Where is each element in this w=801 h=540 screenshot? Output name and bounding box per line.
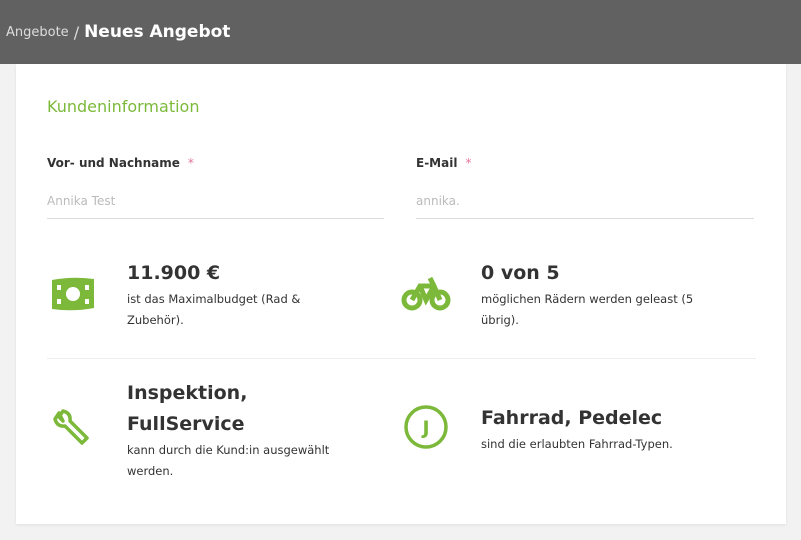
required-marker: *	[187, 156, 194, 170]
page-title: Neues Angebot	[84, 22, 231, 42]
required-marker: *	[465, 156, 472, 170]
bike-types-description: sind die erlaubten Fahrrad-Typen.	[481, 437, 673, 451]
services-value: Inspektion, FullService	[127, 382, 248, 435]
email-label-text: E-Mail	[416, 156, 458, 170]
email-input[interactable]	[416, 194, 754, 219]
divider	[47, 358, 756, 359]
bikes-value: 0 von 5	[481, 262, 560, 284]
bicycle-icon	[400, 274, 452, 312]
budget-value: 11.900 €	[127, 262, 221, 284]
name-label-text: Vor- und Nachname	[47, 156, 180, 170]
customer-info-card: Kundeninformation Vor- und Nachname * E-M…	[16, 64, 786, 524]
section-title: Kundeninformation	[47, 97, 200, 116]
wrench-icon	[53, 409, 91, 447]
breadcrumb-separator: /	[73, 22, 80, 42]
email-label: E-Mail *	[416, 156, 471, 170]
money-icon	[50, 276, 96, 312]
circle-j-icon: J	[403, 404, 449, 450]
budget-description: ist das Maximalbudget (Rad & Zubehör).	[127, 292, 301, 327]
name-input[interactable]	[47, 194, 384, 219]
breadcrumb-angebote[interactable]: Angebote	[6, 24, 69, 40]
svg-text:J: J	[420, 417, 429, 439]
services-info: Inspektion, FullService kann durch die K…	[127, 378, 357, 482]
bikes-description: möglichen Rädern werden geleast (5 übrig…	[481, 292, 694, 327]
services-description: kann durch die Kund:in ausgewählt werden…	[127, 443, 330, 478]
top-bar: Angebote / Neues Angebot	[0, 0, 801, 64]
budget-info: 11.900 € ist das Maximalbudget (Rad & Zu…	[127, 258, 337, 331]
bikes-info: 0 von 5 möglichen Rädern werden geleast …	[481, 258, 721, 331]
name-label: Vor- und Nachname *	[47, 156, 194, 170]
bike-types-info: Fahrrad, Pedelec sind die erlaubten Fahr…	[481, 403, 741, 455]
bike-types-value: Fahrrad, Pedelec	[481, 407, 663, 429]
